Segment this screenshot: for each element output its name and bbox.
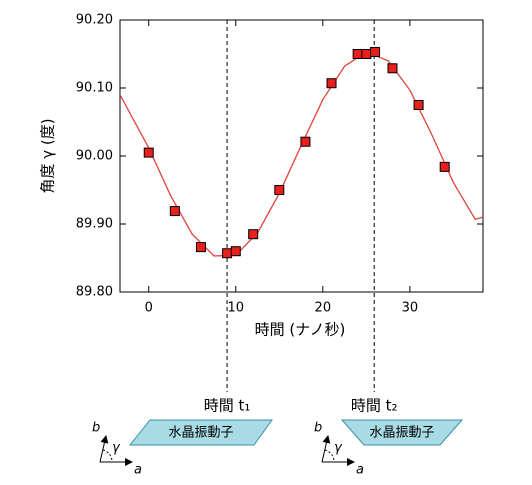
y-tick-label: 89.90: [76, 217, 113, 232]
plot-frame: [119, 19, 484, 293]
y-tick-label: 90.00: [76, 149, 113, 164]
data-point: [222, 248, 233, 259]
crystal: [340, 419, 464, 446]
axis-arrow: [321, 435, 331, 463]
x-tick-label: 30: [402, 301, 419, 316]
angle-arc: [324, 449, 335, 463]
data-point: [169, 206, 180, 217]
data-point: [370, 46, 381, 57]
x-axis-label: 時間 (ナノ秒): [255, 321, 346, 339]
fit-curve: [120, 51, 483, 257]
y-tick-label: 90.20: [76, 13, 113, 28]
y-tick-label: 89.80: [76, 285, 113, 300]
marker-label: 時間 t₁: [204, 397, 251, 415]
data-point: [387, 63, 398, 74]
marker-label: 時間 t₂: [351, 397, 398, 415]
data-point: [230, 246, 241, 257]
data-point: [326, 78, 337, 89]
axis-gamma: γ: [112, 441, 121, 456]
data-point: [300, 136, 311, 147]
axis-arrow: [99, 435, 109, 463]
x-tick-label: 20: [315, 301, 332, 316]
crystal: [128, 419, 273, 446]
data-point: [352, 49, 363, 59]
axis-a: a: [356, 463, 364, 478]
data-point: [413, 100, 424, 110]
axis-a: a: [134, 463, 142, 478]
crystal-diagram: 水晶振動子 b γ a: [314, 419, 464, 478]
data-point: [248, 229, 259, 240]
x-tick-label: 0: [145, 301, 153, 316]
y-axis-label: 角度 γ (度): [39, 118, 57, 193]
data-point: [143, 147, 154, 158]
axis-b: b: [92, 421, 100, 436]
axis-b: b: [314, 421, 322, 436]
axis-gamma: γ: [334, 441, 343, 456]
crystal-label: 水晶振動子: [369, 426, 434, 441]
data-point: [195, 242, 206, 253]
crystal-diagram: 水晶振動子 b γ a: [92, 419, 273, 478]
y-tick-label: 90.10: [76, 81, 113, 96]
data-point: [361, 49, 372, 59]
x-tick-label: 10: [228, 301, 245, 316]
crystal-label: 水晶振動子: [168, 426, 233, 441]
data-point: [439, 161, 450, 172]
angle-arc: [102, 449, 113, 463]
data-point: [274, 185, 285, 195]
